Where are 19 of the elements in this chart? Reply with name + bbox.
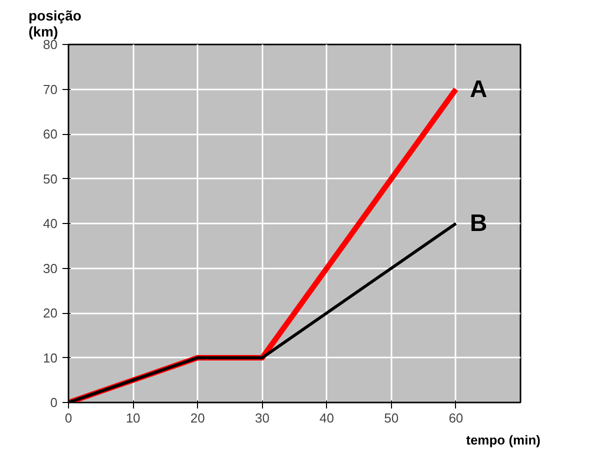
y-axis-title: posição (km) xyxy=(28,8,82,40)
x-tick-label: 0 xyxy=(64,410,72,426)
series-label: A xyxy=(470,76,488,103)
x-tick-label: 30 xyxy=(254,410,270,426)
y-tick-label: 50 xyxy=(43,171,58,186)
x-tick-label: 10 xyxy=(126,410,140,426)
y-tick-label: 0 xyxy=(50,395,58,410)
series-label: B xyxy=(470,210,488,237)
y-tick-label: 10 xyxy=(43,350,58,366)
y-tick-label: 30 xyxy=(43,260,58,276)
y-tick-label: 20 xyxy=(43,306,58,320)
y-tick-label: 70 xyxy=(43,82,58,97)
x-tick-label: 20 xyxy=(190,410,205,426)
x-tick-label: 40 xyxy=(320,410,334,426)
y-tick-label: 40 xyxy=(43,216,58,231)
x-tick-label: 60 xyxy=(448,410,464,426)
y-tick-label: 60 xyxy=(43,126,58,142)
x-axis-title: tempo (min) xyxy=(466,432,541,448)
x-tick-label: 50 xyxy=(384,410,399,426)
